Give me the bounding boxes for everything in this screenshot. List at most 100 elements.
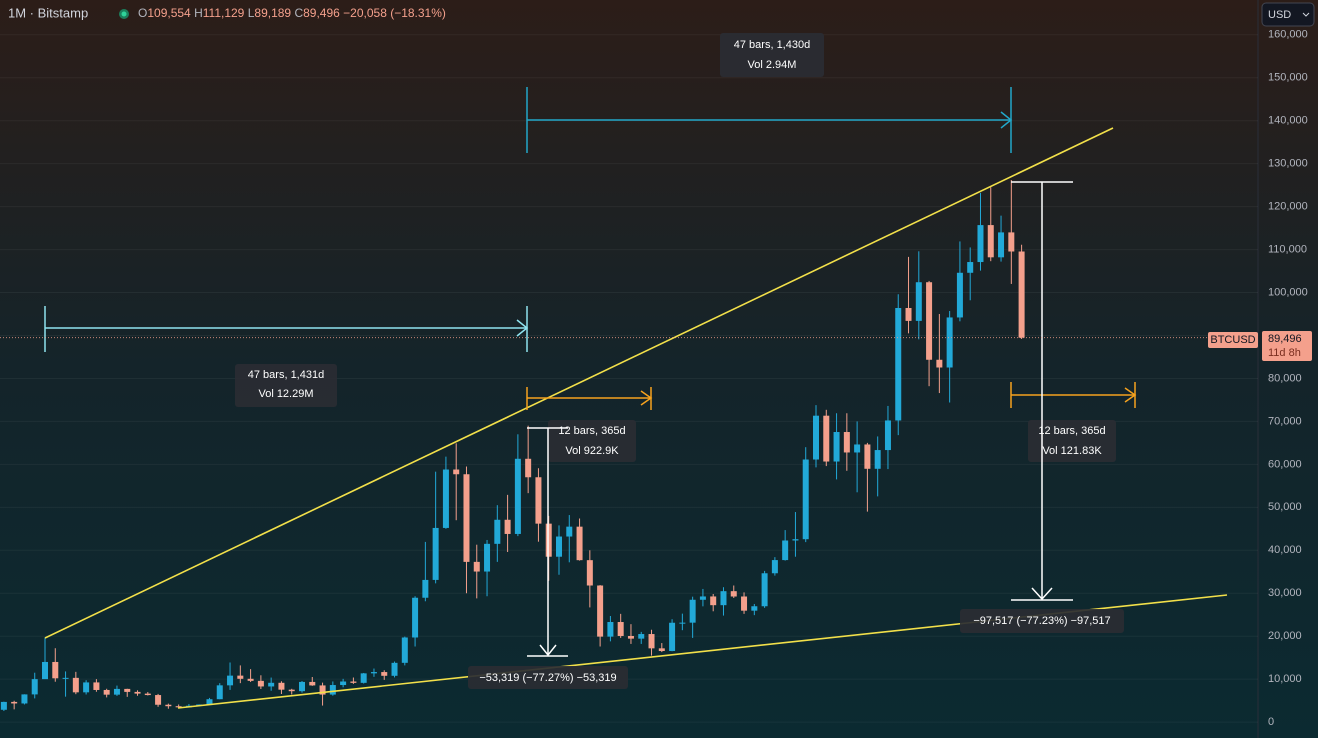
y-tick-label: 30,000 — [1268, 587, 1302, 599]
candle-body — [977, 225, 984, 263]
candle-body — [771, 560, 778, 574]
candle-body — [967, 262, 974, 273]
dropdown-caret[interactable] — [1302, 12, 1310, 17]
candle-body — [987, 225, 994, 258]
candle-body — [905, 308, 912, 321]
candle-body — [915, 282, 922, 321]
candle-body — [936, 359, 943, 368]
candle-body — [473, 561, 480, 572]
range-label: Vol 2.94M — [748, 59, 797, 71]
candle-body — [83, 682, 90, 693]
y-tick-label: 80,000 — [1268, 372, 1302, 384]
candle-body — [216, 685, 223, 700]
candle-body — [586, 560, 593, 586]
candle-body — [710, 596, 717, 606]
candle-body — [257, 680, 264, 687]
label-box — [468, 666, 628, 689]
candle-body — [370, 672, 377, 674]
candle-body — [730, 591, 737, 597]
candle-body — [52, 661, 59, 679]
candle-body — [895, 308, 902, 421]
candle-body — [165, 704, 172, 707]
candle-body — [463, 474, 470, 562]
label-box — [548, 420, 636, 462]
drop-label: −53,319 (−77.27%) −53,319 — [479, 672, 616, 684]
candle-body — [360, 673, 367, 683]
candle-body — [237, 675, 244, 679]
candle-body — [124, 688, 131, 692]
currency-button[interactable] — [1261, 2, 1315, 27]
candle-body — [21, 694, 28, 704]
candle-body — [72, 677, 79, 693]
range-label: Vol 12.29M — [258, 388, 313, 400]
y-tick-label: 40,000 — [1268, 544, 1302, 556]
symbol: 1M · Bitstamp — [8, 5, 88, 20]
candle-body — [884, 420, 891, 451]
candle-body — [11, 701, 18, 704]
range-label: 12 bars, 365d — [558, 425, 625, 437]
candle-body — [299, 681, 305, 692]
range-label: 47 bars, 1,431d — [248, 369, 324, 381]
candle-body — [62, 677, 69, 679]
candle-body — [627, 635, 634, 639]
y-tick-label: 160,000 — [1268, 29, 1308, 41]
y-tick-label: 60,000 — [1268, 458, 1302, 470]
last-price: 89,496 — [1268, 333, 1302, 345]
candle-body — [926, 282, 933, 360]
candle-body — [144, 693, 151, 696]
label-box — [1028, 420, 1116, 462]
label-box — [720, 33, 824, 77]
candle-body — [864, 444, 871, 469]
candle-body — [412, 597, 419, 638]
candle-body — [597, 585, 604, 637]
candle-body — [268, 682, 275, 687]
candle-body — [535, 477, 542, 524]
currency[interactable]: USD — [1268, 9, 1291, 21]
candle-body — [494, 519, 501, 544]
candle-body — [669, 622, 676, 652]
y-tick-label: 130,000 — [1268, 158, 1308, 170]
candle-body — [175, 706, 182, 708]
ohlc-key: C — [294, 6, 303, 20]
ohlc-value: 89,189 — [254, 6, 291, 20]
candle-body — [1018, 251, 1025, 338]
candle-body — [658, 648, 665, 652]
status-dot — [121, 11, 127, 17]
range-label: 47 bars, 1,430d — [734, 39, 810, 51]
y-tick-label: 140,000 — [1268, 115, 1308, 127]
candle-body — [206, 699, 213, 705]
candle-body — [566, 526, 573, 537]
y-tick-label: 150,000 — [1268, 72, 1308, 84]
ohlc-key: O — [138, 6, 147, 20]
candle-body — [340, 681, 347, 686]
candle-body — [998, 232, 1005, 258]
candle-body — [946, 317, 953, 368]
candle-body — [442, 469, 449, 528]
candle-body — [319, 685, 326, 695]
candle-body — [607, 622, 614, 637]
candle-body — [802, 459, 809, 540]
change: −20,058 (−18.31%) — [343, 6, 446, 20]
y-tick-label: 100,000 — [1268, 286, 1308, 298]
range-tool — [44, 306, 529, 352]
trend-line — [44, 127, 1114, 639]
candle-body — [648, 634, 655, 649]
y-tick-label: 70,000 — [1268, 415, 1302, 427]
candle-body — [823, 415, 830, 462]
ticker-box — [1208, 332, 1258, 348]
candle-body — [401, 637, 408, 663]
candle-body — [556, 536, 562, 557]
candle-body — [514, 458, 521, 534]
ticker: BTCUSD — [1210, 334, 1255, 346]
y-tick-label: 0 — [1268, 716, 1274, 728]
drop-label: −97,517 (−77.23%) −97,517 — [973, 615, 1110, 627]
candle-body — [288, 689, 295, 692]
candle-body — [843, 432, 850, 453]
range-tool — [526, 382, 1137, 410]
candle-body — [484, 543, 491, 572]
candle-body — [31, 679, 38, 695]
candle-body — [422, 579, 429, 598]
y-tick-label: 20,000 — [1268, 630, 1302, 642]
candle-body — [329, 685, 336, 695]
